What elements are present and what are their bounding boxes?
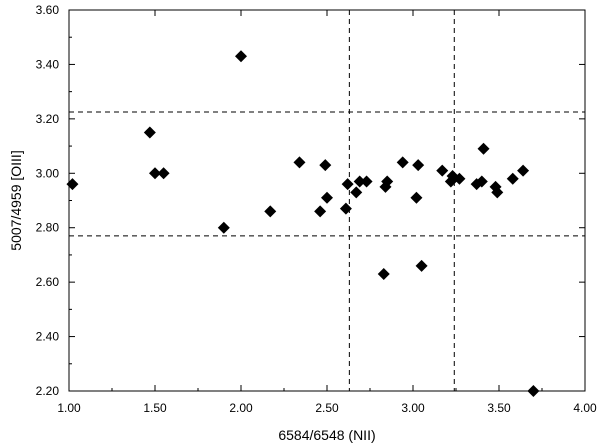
data-point — [377, 267, 390, 280]
x-tick-label: 3.50 — [487, 401, 511, 415]
y-tick-label: 2.20 — [36, 384, 60, 398]
data-point — [453, 172, 466, 185]
y-tick-label: 2.80 — [36, 221, 60, 235]
data-point — [517, 164, 530, 177]
data-point — [506, 172, 519, 185]
data-point — [235, 50, 247, 63]
data-points — [66, 50, 540, 397]
y-tick-label: 2.60 — [36, 275, 60, 289]
data-point — [314, 205, 327, 218]
x-axis-ticks: 1.00 1.50 2.00 2.50 3.00 3.50 4.00 — [57, 10, 597, 415]
data-point — [321, 191, 333, 204]
data-point — [264, 205, 277, 218]
data-point — [412, 159, 425, 172]
data-point — [353, 175, 366, 188]
data-point — [475, 175, 488, 188]
x-tick-label: 2.50 — [315, 401, 339, 415]
x-tick-label: 4.00 — [573, 401, 597, 415]
x-tick-label: 1.50 — [143, 401, 167, 415]
x-tick-label: 3.00 — [401, 401, 425, 415]
y-axis-label: 5007/4959 [OIII] — [8, 150, 24, 250]
data-point — [143, 126, 156, 139]
y-tick-label: 2.40 — [36, 330, 60, 344]
data-point — [157, 167, 170, 180]
x-tick-label: 1.00 — [57, 401, 81, 415]
data-point — [350, 186, 363, 199]
data-point — [491, 186, 504, 199]
data-point — [360, 175, 373, 188]
data-point — [410, 191, 423, 204]
data-point — [436, 164, 449, 177]
data-point — [339, 202, 352, 215]
y-tick-label: 3.60 — [36, 3, 60, 17]
data-point — [217, 221, 230, 234]
data-point — [341, 178, 354, 191]
data-point — [396, 156, 409, 169]
data-point — [149, 167, 161, 180]
data-point — [319, 159, 332, 172]
x-tick-label: 2.00 — [229, 401, 253, 415]
y-tick-label: 3.00 — [36, 166, 60, 180]
data-point — [293, 156, 306, 169]
y-tick-label: 3.40 — [36, 57, 60, 71]
y-tick-label: 3.20 — [36, 112, 60, 126]
x-axis-label: 6584/6548 (NII) — [278, 427, 375, 443]
y-axis-ticks: 2.20 2.40 2.60 2.80 3.00 3.20 3.40 3.60 — [36, 3, 585, 398]
data-point — [415, 259, 428, 272]
reference-lines — [69, 10, 585, 391]
data-point — [477, 142, 490, 155]
data-point — [381, 175, 394, 188]
